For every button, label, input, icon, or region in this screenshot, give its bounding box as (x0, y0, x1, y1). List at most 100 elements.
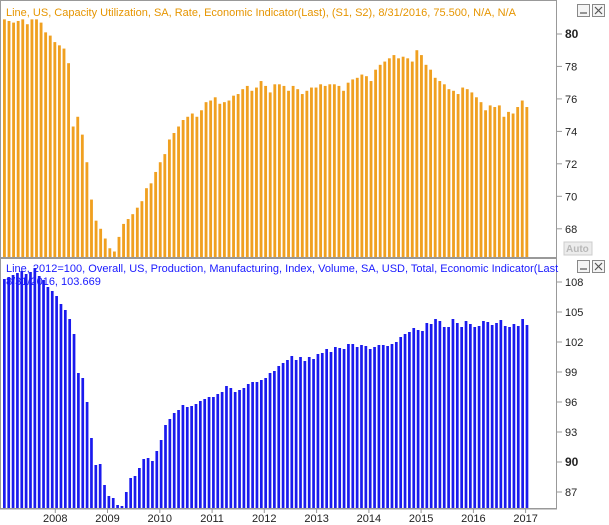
bar (232, 95, 235, 258)
bar (429, 69, 433, 258)
bar (225, 386, 228, 508)
bar (511, 113, 515, 259)
bar (332, 84, 336, 258)
bar (107, 496, 111, 508)
bar (479, 102, 483, 258)
bar (53, 42, 57, 259)
bar (216, 394, 220, 508)
bar (303, 361, 307, 508)
y-tick-label: 93 (565, 427, 577, 439)
bar (442, 84, 446, 258)
bottom-legend-line-2: 8/31/2016, 103.669 (6, 276, 101, 288)
bar (21, 19, 25, 258)
bar (241, 89, 245, 258)
bar (138, 468, 141, 508)
bar (287, 90, 290, 258)
bar (346, 82, 350, 259)
bar (355, 347, 359, 508)
bar (516, 326, 520, 508)
bar (351, 344, 355, 508)
bar (374, 69, 378, 258)
bar (190, 113, 194, 259)
bar (16, 273, 19, 508)
bar (447, 327, 450, 508)
bar (251, 382, 254, 508)
bar (42, 280, 45, 508)
bar (338, 348, 342, 508)
bar (410, 61, 414, 258)
top-y-axis: 68 70 72 74 76 78 80 (557, 27, 579, 236)
bar (342, 349, 346, 508)
bar (319, 84, 323, 258)
top-close-button[interactable] (592, 4, 605, 17)
bar (220, 392, 224, 508)
bottom-close-button[interactable] (592, 260, 605, 273)
top-auto-scale-label[interactable]: Auto (566, 244, 589, 255)
x-tick-label: 2016 (461, 513, 485, 525)
bar (497, 105, 501, 259)
bar (314, 87, 318, 258)
bar (429, 324, 433, 508)
y-tick-label: 87 (565, 487, 577, 499)
bar (55, 296, 58, 508)
bar (268, 92, 272, 258)
bar (516, 107, 520, 258)
bar (408, 332, 411, 508)
bar (103, 485, 106, 508)
bar (351, 79, 355, 259)
x-axis: 2008 2009 2010 2011 2012 2013 2014 2015 2016 2017 (0, 508, 557, 525)
bar (77, 373, 80, 508)
bar (131, 214, 135, 258)
bar (264, 378, 268, 508)
bar (168, 419, 172, 508)
bar (213, 97, 217, 258)
bar (305, 90, 309, 258)
bar (368, 349, 372, 508)
bar (473, 327, 477, 508)
bar (447, 89, 451, 258)
bar (296, 89, 300, 258)
bar (401, 56, 405, 259)
top-auto-scale-label-box (563, 241, 593, 256)
bar (59, 304, 63, 508)
bar (365, 76, 368, 259)
x-tick-label: 2017 (513, 513, 537, 525)
bar (310, 87, 313, 258)
top-minimize-button[interactable] (577, 4, 590, 17)
bar (181, 120, 185, 258)
bar (312, 359, 315, 508)
y-tick-label: 108 (565, 277, 583, 289)
bar (63, 310, 67, 508)
bar (442, 327, 446, 508)
bar (421, 331, 424, 508)
bar (525, 107, 529, 258)
bottom-minimize-button[interactable] (577, 260, 590, 273)
bar (412, 328, 416, 508)
bar (316, 354, 320, 508)
bar (493, 107, 497, 258)
bar (307, 357, 311, 508)
bar (94, 465, 98, 508)
bar (282, 85, 286, 258)
bar (154, 171, 158, 258)
bar (195, 116, 199, 259)
x-tick-label: 2010 (148, 513, 172, 525)
bar (521, 319, 524, 508)
bar (151, 461, 154, 508)
bar (286, 360, 289, 508)
bar (490, 325, 494, 508)
bar (37, 276, 41, 508)
bar (290, 356, 294, 508)
bar (277, 84, 281, 258)
bar (397, 58, 400, 258)
bar (342, 90, 345, 258)
bar (218, 103, 222, 258)
bar (259, 380, 263, 508)
bar (433, 77, 437, 258)
bar (507, 111, 510, 259)
bar (133, 476, 137, 508)
bar (499, 320, 503, 508)
bar (44, 32, 48, 258)
bar (502, 116, 506, 259)
bar (146, 458, 150, 508)
